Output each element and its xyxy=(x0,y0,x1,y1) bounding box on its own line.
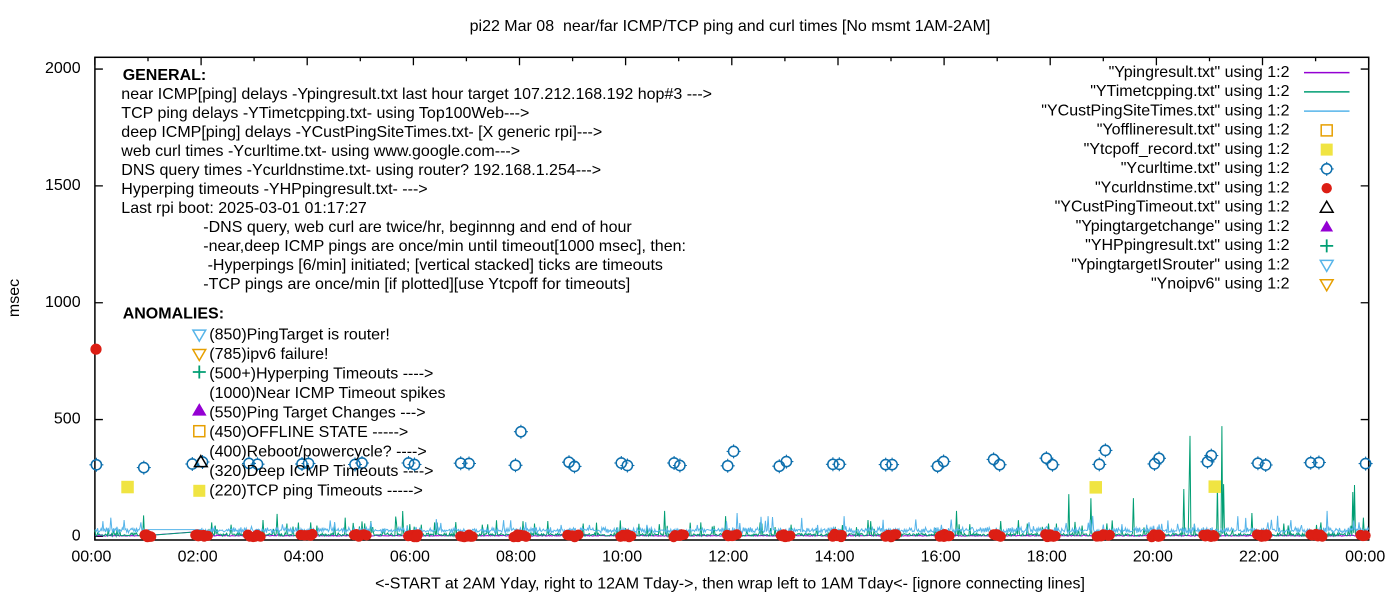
svg-text:18:00: 18:00 xyxy=(1027,548,1067,565)
svg-text:12:00: 12:00 xyxy=(708,548,748,565)
svg-text:DNS query times -Ycurldnstime.: DNS query times -Ycurldnstime.txt- using… xyxy=(121,162,601,179)
svg-text:(500+)Hyperping Timeouts ---->: (500+)Hyperping Timeouts ----> xyxy=(209,365,433,382)
svg-text:(1000)Near ICMP Timeout spikes: (1000)Near ICMP Timeout spikes xyxy=(209,385,445,402)
svg-text:"YHPpingresult.txt" using 1:2: "YHPpingresult.txt" using 1:2 xyxy=(1085,237,1289,254)
svg-text:"YTimetcpping.txt" using 1:2: "YTimetcpping.txt" using 1:2 xyxy=(1090,83,1289,100)
svg-text:(550)Ping Target Changes --->: (550)Ping Target Changes ---> xyxy=(209,404,425,421)
svg-text:<-START at 2AM Yday, right to: <-START at 2AM Yday, right to 12AM Tday-… xyxy=(375,576,1085,593)
svg-text:(450)OFFLINE STATE ----->: (450)OFFLINE STATE -----> xyxy=(209,424,408,441)
svg-text:20:00: 20:00 xyxy=(1133,548,1173,565)
svg-text:"Ycurldnstime.txt" using 1:2: "Ycurldnstime.txt" using 1:2 xyxy=(1095,179,1290,196)
svg-text:1500: 1500 xyxy=(45,177,81,194)
svg-text:"Ycurltime.txt" using 1:2: "Ycurltime.txt" using 1:2 xyxy=(1121,160,1290,177)
svg-text:deep ICMP[ping] delays -YCustP: deep ICMP[ping] delays -YCustPingSiteTim… xyxy=(121,124,602,141)
svg-text:TCP ping delays -YTimetcpping.: TCP ping delays -YTimetcpping.txt- using… xyxy=(121,105,529,122)
svg-text:"Ynoipv6" using 1:2: "Ynoipv6" using 1:2 xyxy=(1151,276,1290,293)
svg-text:02:00: 02:00 xyxy=(178,548,218,565)
svg-text:2000: 2000 xyxy=(45,60,81,77)
svg-text:"Ytcpoff_record.txt" using 1:2: "Ytcpoff_record.txt" using 1:2 xyxy=(1084,141,1290,158)
svg-text:(850)PingTarget is router!: (850)PingTarget is router! xyxy=(209,326,390,343)
svg-text:0: 0 xyxy=(72,528,81,545)
svg-text:pi22 Mar 08 near/far ICMP/TCP: pi22 Mar 08 near/far ICMP/TCP ping and c… xyxy=(470,18,991,35)
svg-text:16:00: 16:00 xyxy=(921,548,961,565)
svg-text:"YpingtargetISrouter" using 1:: "YpingtargetISrouter" using 1:2 xyxy=(1071,256,1289,273)
svg-text:"Ypingresult.txt" using 1:2: "Ypingresult.txt" using 1:2 xyxy=(1109,64,1290,81)
svg-text:"Yofflineresult.txt" using 1:2: "Yofflineresult.txt" using 1:2 xyxy=(1097,122,1290,139)
svg-text:10:00: 10:00 xyxy=(602,548,642,565)
svg-text:-DNS query, web curl are twice: -DNS query, web curl are twice/hr, begin… xyxy=(203,219,632,236)
svg-text:08:00: 08:00 xyxy=(496,548,536,565)
svg-text:"Ypingtargetchange" using 1:2: "Ypingtargetchange" using 1:2 xyxy=(1076,218,1290,235)
svg-text:"YCustPingSiteTimes.txt" using: "YCustPingSiteTimes.txt" using 1:2 xyxy=(1041,102,1289,119)
svg-text:-near,deep ICMP pings are once: -near,deep ICMP pings are once/min until… xyxy=(203,238,686,255)
svg-text:22:00: 22:00 xyxy=(1239,548,1279,565)
svg-text:ANOMALIES:: ANOMALIES: xyxy=(123,306,224,323)
svg-text:1000: 1000 xyxy=(45,294,81,311)
svg-text:(785)ipv6 failure!: (785)ipv6 failure! xyxy=(209,346,328,363)
svg-text:GENERAL:: GENERAL: xyxy=(123,67,207,84)
svg-text:-TCP pings are once/min [if pl: -TCP pings are once/min [if plotted][use… xyxy=(203,276,630,293)
svg-text:near ICMP[ping] delays -Ypingr: near ICMP[ping] delays -Ypingresult.txt … xyxy=(121,86,712,103)
svg-text:14:00: 14:00 xyxy=(814,548,854,565)
svg-text:msec: msec xyxy=(6,279,23,317)
svg-text:(220)TCP ping Timeouts ----->: (220)TCP ping Timeouts -----> xyxy=(209,482,423,499)
svg-text:(400)Reboot/powercycle? ---->: (400)Reboot/powercycle? ----> xyxy=(209,443,426,460)
svg-text:00:00: 00:00 xyxy=(71,548,111,565)
svg-text:500: 500 xyxy=(54,411,81,428)
svg-text:Hyperping timeouts -YHPpingres: Hyperping timeouts -YHPpingresult.txt- -… xyxy=(121,181,427,198)
svg-text:-Hyperpings [6/min] initiated;: -Hyperpings [6/min] initiated; [vertical… xyxy=(208,257,663,274)
svg-text:"YCustPingTimeout.txt" using 1: "YCustPingTimeout.txt" using 1:2 xyxy=(1055,199,1290,216)
svg-text:web curl times -Ycurltime.txt-: web curl times -Ycurltime.txt- using www… xyxy=(120,143,520,160)
svg-text:00:00: 00:00 xyxy=(1345,548,1385,565)
svg-text:(320)Deep ICMP Timeouts ---->: (320)Deep ICMP Timeouts ----> xyxy=(209,463,433,480)
svg-text:04:00: 04:00 xyxy=(284,548,324,565)
svg-text:06:00: 06:00 xyxy=(390,548,430,565)
svg-text:Last rpi boot: 2025-03-01 01:1: Last rpi boot: 2025-03-01 01:17:27 xyxy=(121,200,367,217)
